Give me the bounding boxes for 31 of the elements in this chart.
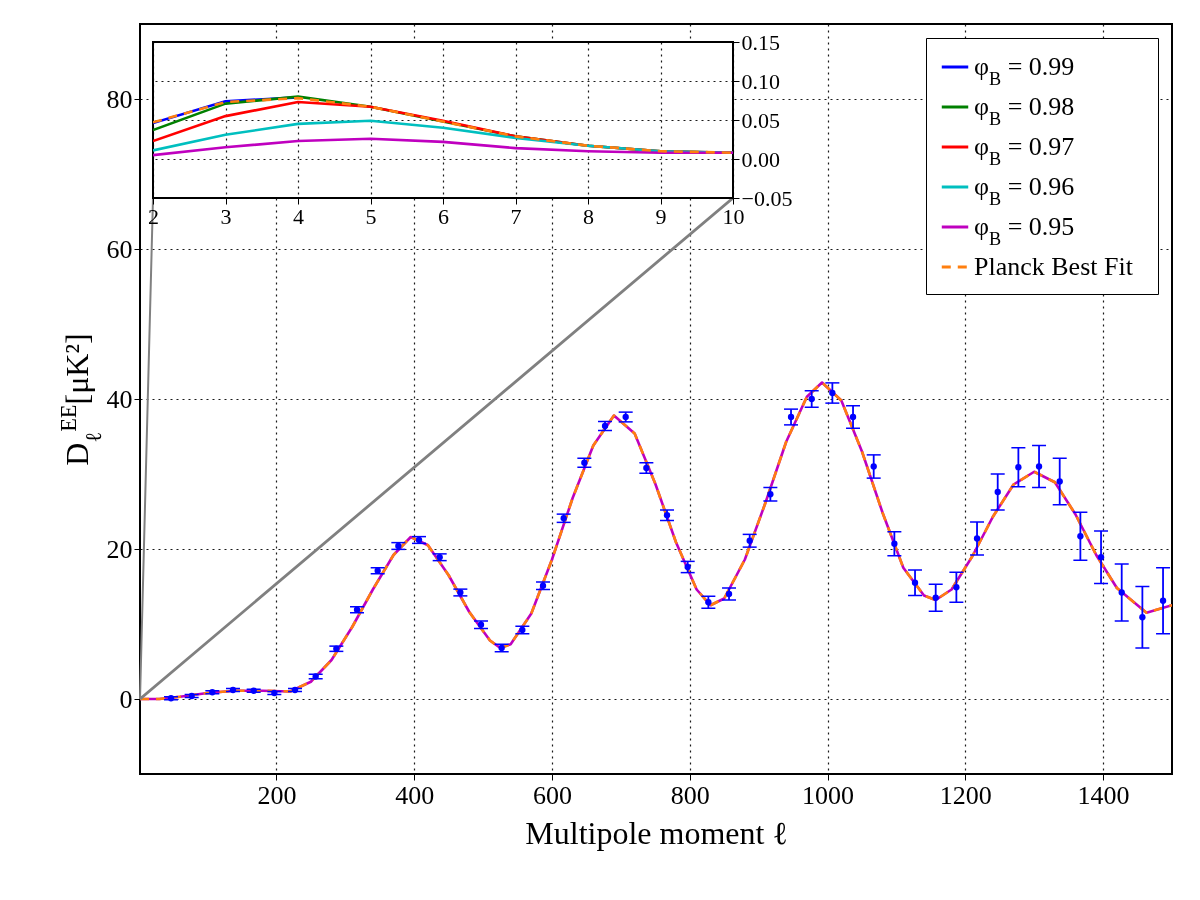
x-tick-label: 1400 bbox=[1077, 780, 1130, 810]
x-tick-label: 200 bbox=[257, 780, 297, 810]
legend-label: φ$_{B}$ = 0.97 bbox=[974, 132, 1075, 169]
y-tick-label: 60 bbox=[106, 234, 133, 264]
y2-tick-label: 0.10 bbox=[741, 68, 780, 94]
y2-tick-label: 0.00 bbox=[741, 146, 780, 172]
x-tick-label: 4 bbox=[293, 203, 304, 229]
y-tick-label: 40 bbox=[106, 384, 133, 414]
y-tick-label: 80 bbox=[106, 84, 133, 114]
x-tick-label: 9 bbox=[655, 203, 667, 229]
x-tick-label: 3 bbox=[220, 203, 232, 229]
x-tick-label: 8 bbox=[583, 203, 594, 229]
legend-label: φ$_{B}$ = 0.98 bbox=[974, 92, 1075, 129]
x-tick-label: 800 bbox=[670, 780, 710, 810]
x-tick-label: 6 bbox=[438, 203, 449, 229]
legend-label: Planck Best Fit bbox=[974, 252, 1134, 281]
x-tick-label: 1200 bbox=[939, 780, 992, 810]
y2-tick-label: 0.05 bbox=[741, 107, 780, 133]
y-tick-label: 20 bbox=[106, 534, 133, 564]
x-tick-label: 7 bbox=[510, 203, 522, 229]
x-tick-label: 400 bbox=[395, 780, 435, 810]
legend-label: φ$_{B}$ = 0.96 bbox=[974, 172, 1075, 209]
y-tick-label: 0 bbox=[119, 684, 133, 714]
legend-label: φ$_{B}$ = 0.99 bbox=[974, 52, 1075, 89]
x-tick-label: 5 bbox=[365, 203, 377, 229]
legend-label: φ$_{B}$ = 0.95 bbox=[974, 212, 1075, 249]
y2-tick-label: 0.15 bbox=[741, 29, 780, 55]
x-tick-label: 1000 bbox=[802, 780, 855, 810]
x-tick-label: 2 bbox=[148, 203, 159, 229]
x-axis-title: Multipole moment ℓ bbox=[525, 814, 788, 851]
x-tick-label: 600 bbox=[532, 780, 572, 810]
